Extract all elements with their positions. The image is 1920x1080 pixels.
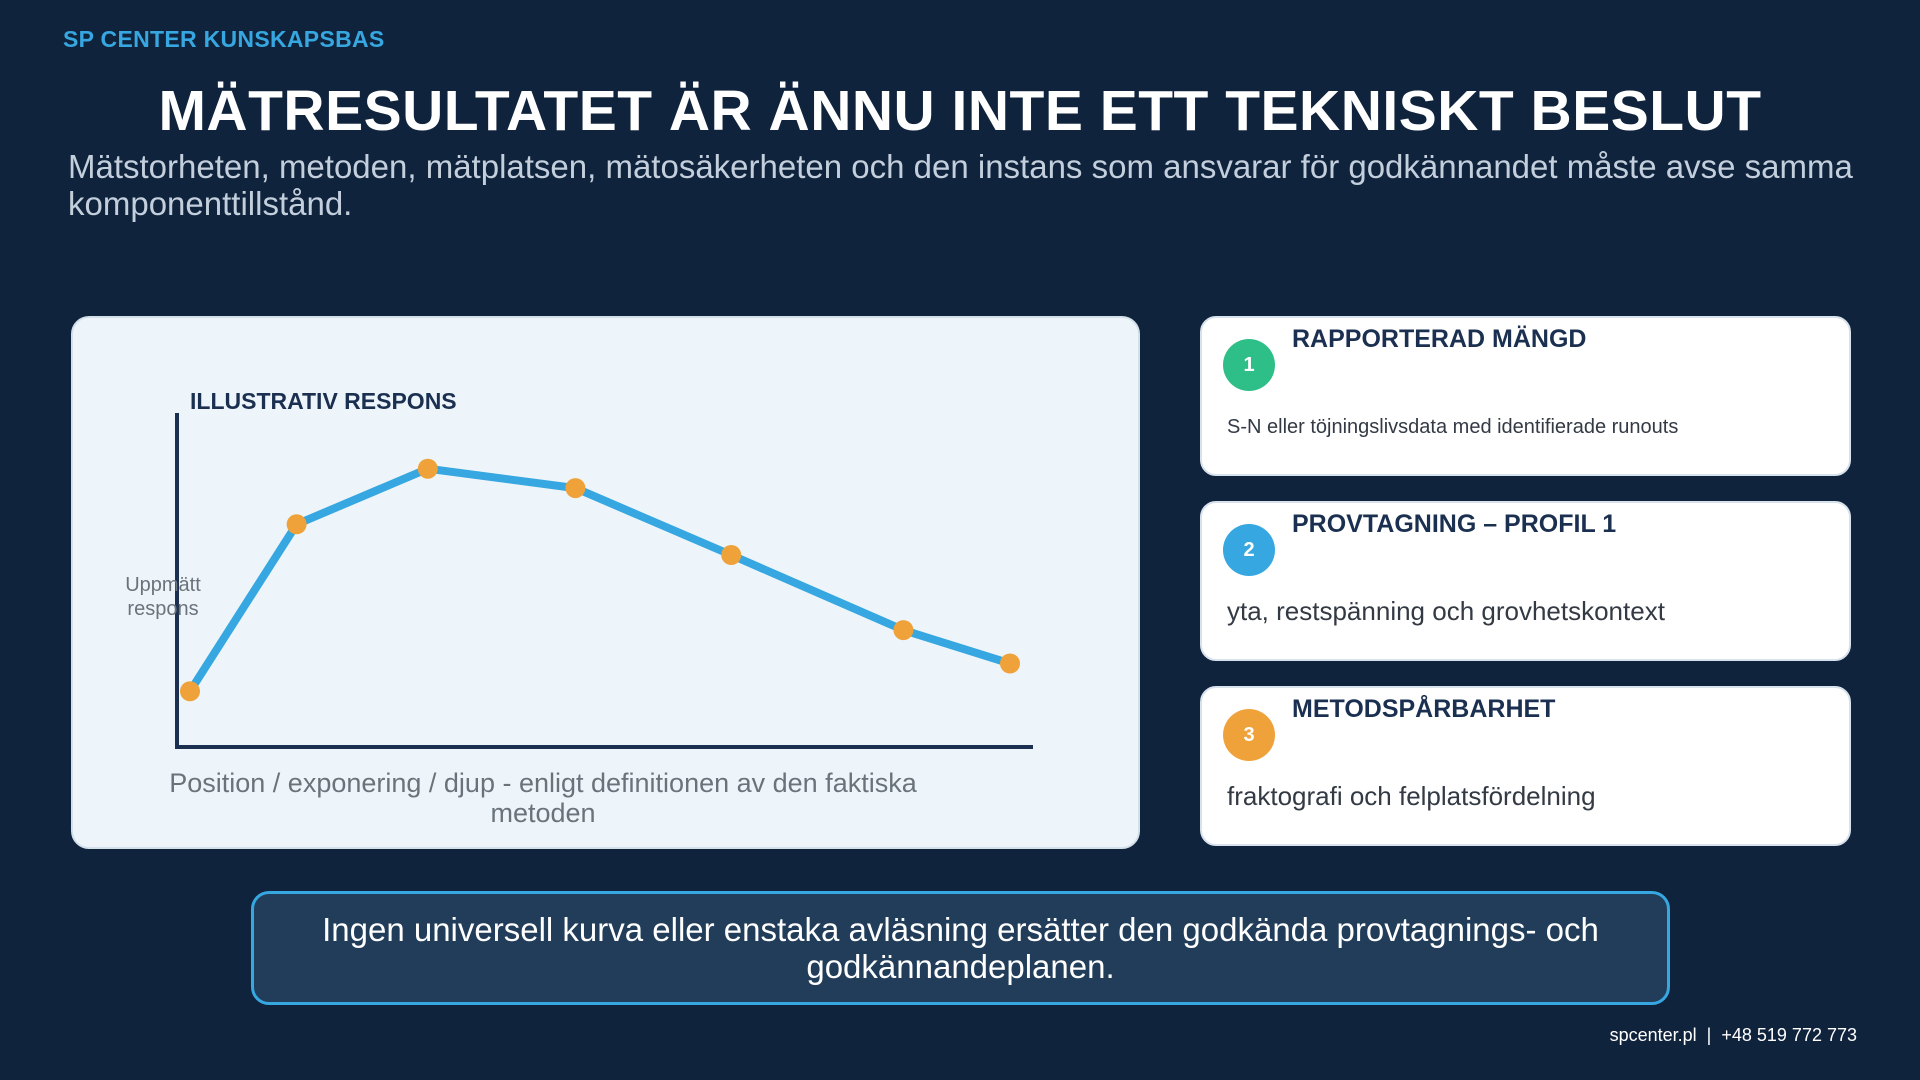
step-badge-3: 3 (1223, 709, 1275, 761)
chart-panel: ILLUSTRATIV RESPONS Uppmätt respons Posi… (71, 316, 1140, 849)
footer-separator: | (1706, 1025, 1712, 1045)
data-point (1000, 653, 1020, 674)
card-text: S-N eller töjningslivsdata med identifie… (1227, 416, 1679, 438)
key-note-text: Ingen universell kurva eller enstaka avl… (322, 911, 1599, 985)
footer-website[interactable]: spcenter.pl (1609, 1025, 1697, 1045)
step-badge-2: 2 (1223, 524, 1275, 576)
card-title: PROVTAGNING – PROFIL 1 (1292, 510, 1617, 538)
card-reported-quantity: 1 RAPPORTERAD MÄNGD S-N eller töjningsli… (1200, 316, 1851, 476)
card-text: fraktografi och felplatsfördelning (1227, 781, 1596, 811)
card-method-traceability: 3 METODSPÅRBARHET fraktografi och felpla… (1200, 686, 1851, 846)
card-title: METODSPÅRBARHET (1292, 695, 1556, 723)
step-badge-1: 1 (1223, 339, 1275, 391)
brand-label: SP CENTER KUNSKAPSBAS (63, 26, 385, 52)
data-point (180, 681, 200, 702)
key-note: Ingen universell kurva eller enstaka avl… (251, 891, 1670, 1005)
series-line (186, 464, 1014, 696)
chart-title: ILLUSTRATIV RESPONS (190, 388, 457, 414)
data-point (893, 620, 914, 641)
card-text: yta, restspänning och grovhetskontext (1227, 596, 1665, 626)
series-markers (180, 458, 1020, 702)
footer-phone[interactable]: +48 519 772 773 (1721, 1025, 1857, 1045)
page-subtitle: Mätstorheten, metoden, mätplatsen, mätos… (68, 148, 1853, 222)
footer-contact: spcenter.pl | +48 519 772 773 (1610, 1025, 1857, 1046)
x-axis-label: Position / exponering / djup - enligt de… (169, 768, 917, 828)
card-title: RAPPORTERAD MÄNGD (1292, 325, 1587, 353)
card-sampling-profile: 2 PROVTAGNING – PROFIL 1 yta, restspänni… (1200, 501, 1851, 661)
data-point (565, 478, 586, 499)
y-axis-label: Uppmätt respons (125, 574, 201, 620)
data-point (721, 545, 742, 565)
page-title: MÄTRESULTATET ÄR ÄNNU INTE ETT TEKNISKT … (158, 79, 1762, 143)
data-point (417, 458, 438, 479)
response-chart (175, 413, 1033, 749)
data-point (286, 514, 307, 535)
